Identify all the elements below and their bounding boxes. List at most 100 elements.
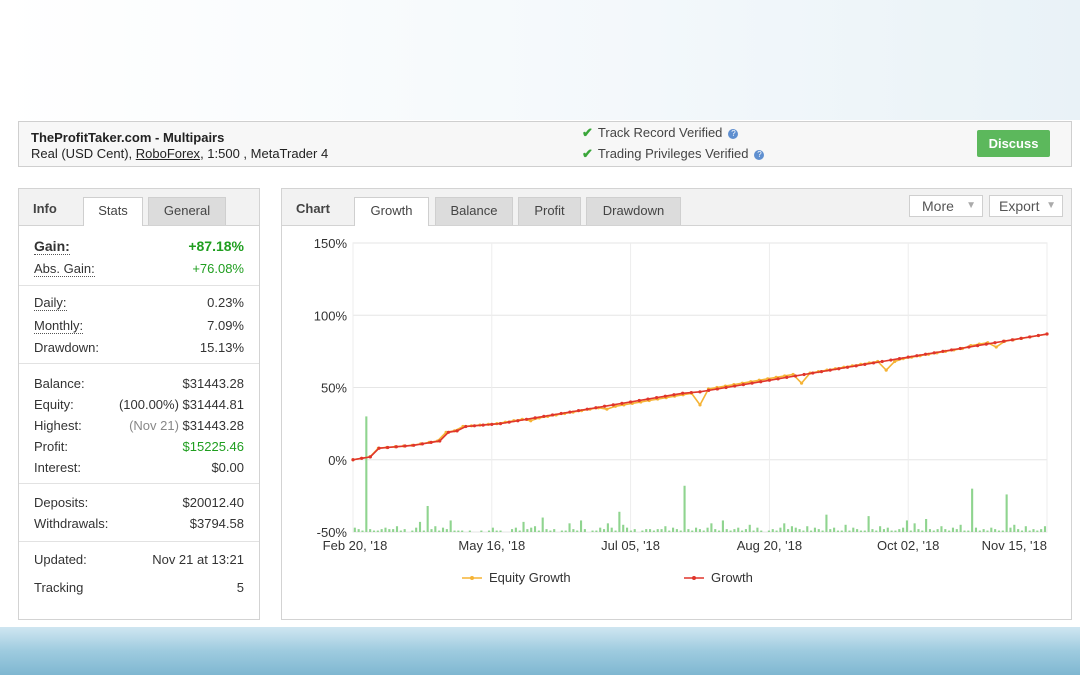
daily-bar [526, 529, 528, 532]
daily-bar [906, 520, 908, 532]
daily-bar [963, 531, 965, 532]
growth-point [881, 360, 884, 363]
growth-point [412, 444, 415, 447]
tab-stats[interactable]: Stats [83, 197, 143, 226]
daily-bar [902, 528, 904, 532]
growth-point [724, 386, 727, 389]
growth-point [750, 382, 753, 385]
daily-bar [994, 529, 996, 532]
highest-date: (Nov 21) [129, 418, 179, 433]
tab-growth[interactable]: Growth [354, 197, 429, 226]
withdrawals-row: Withdrawals: $3794.58 [34, 516, 244, 536]
daily-bar [591, 531, 593, 532]
more-dropdown[interactable]: More ▼ [909, 195, 983, 217]
growth-point [603, 405, 606, 408]
gain-group: Gain: +87.18% Abs. Gain: +76.08% [19, 233, 259, 286]
daily-bar [898, 529, 900, 532]
daily-bar [718, 531, 720, 532]
daily-bar [400, 531, 402, 532]
gain-value: +87.18% [188, 238, 244, 254]
gain-label[interactable]: Gain: [34, 238, 70, 255]
tab-balance[interactable]: Balance [435, 197, 513, 225]
daily-bar [611, 528, 613, 532]
daily-bar [768, 531, 770, 532]
growth-point [967, 345, 970, 348]
daily-bar [860, 531, 862, 532]
growth-point [950, 348, 953, 351]
daily-bar [641, 531, 643, 532]
deposits-label: Deposits: [34, 495, 88, 510]
discuss-button[interactable]: Discuss [977, 130, 1050, 157]
growth-point [820, 370, 823, 373]
balance-row: Balance: $31443.28 [34, 376, 244, 396]
account-details: Real (USD Cent), RoboForex, 1:500 , Meta… [31, 146, 328, 161]
growth-chart[interactable]: 150% 100% 50% 0% -50%Feb 20, '18 May 16, '18 J… [282, 226, 1071, 618]
account-leverage-platform: , 1:500 , MetaTrader 4 [200, 146, 328, 161]
interest-label: Interest: [34, 460, 81, 475]
monthly-label[interactable]: Monthly: [34, 318, 83, 334]
daily-label[interactable]: Daily: [34, 295, 67, 311]
daily-bar [779, 528, 781, 532]
daily-bar [684, 486, 686, 532]
growth-point [993, 341, 996, 344]
drawdown-label: Drawdown: [34, 340, 99, 355]
growth-point [933, 351, 936, 354]
daily-bar [576, 531, 578, 532]
equity-growth-point [605, 408, 608, 411]
account-type: Real (USD Cent), [31, 146, 136, 161]
abs-gain-label[interactable]: Abs. Gain: [34, 261, 95, 277]
daily-bar [887, 528, 889, 532]
abs-gain-row: Abs. Gain: +76.08% [34, 261, 244, 281]
daily-bar [783, 523, 785, 532]
help-icon[interactable]: ? [728, 129, 738, 139]
daily-bar [772, 529, 774, 532]
tab-drawdown[interactable]: Drawdown [586, 197, 681, 225]
daily-bar [791, 526, 793, 532]
broker-link[interactable]: RoboForex [136, 146, 200, 161]
daily-bar [499, 531, 501, 532]
daily-bar [519, 531, 521, 532]
highest-label: Highest: [34, 418, 82, 433]
equity-row: Equity: (100.00%) $31444.81 [34, 397, 244, 417]
growth-point [525, 418, 528, 421]
daily-bar [756, 528, 758, 532]
page-background-top [0, 0, 1080, 120]
deposits-row: Deposits: $20012.40 [34, 495, 244, 515]
x-tick-label: Nov 15, '18 [982, 538, 1047, 553]
growth-point [889, 358, 892, 361]
growth-point [377, 447, 380, 450]
daily-bar [894, 531, 896, 532]
growth-point [560, 412, 563, 415]
profit-row: Profit: $15225.46 [34, 439, 244, 459]
balance-value: $31443.28 [183, 376, 244, 391]
updated-label: Updated: [34, 552, 87, 567]
daily-bar [614, 531, 616, 532]
growth-point [776, 377, 779, 380]
tab-profit[interactable]: Profit [518, 197, 581, 225]
daily-bar [419, 522, 421, 532]
tab-general[interactable]: General [148, 197, 226, 225]
daily-bar [687, 529, 689, 532]
growth-point [872, 361, 875, 364]
growth-point [534, 416, 537, 419]
withdrawals-label: Withdrawals: [34, 516, 108, 531]
daily-bar [369, 529, 371, 532]
daily-row: Daily: 0.23% [34, 295, 244, 315]
daily-bar [522, 522, 524, 532]
daily-bar [488, 531, 490, 532]
help-icon[interactable]: ? [754, 150, 764, 160]
daily-bar [415, 528, 417, 532]
daily-bar [971, 489, 973, 532]
tracking-value: 5 [237, 580, 244, 595]
daily-bar [983, 529, 985, 532]
daily-bar [442, 528, 444, 532]
growth-point [742, 383, 745, 386]
daily-bar [986, 531, 988, 532]
growth-point [473, 424, 476, 427]
daily-bar [841, 531, 843, 532]
export-dropdown[interactable]: Export ▼ [989, 195, 1063, 217]
growth-point [941, 350, 944, 353]
daily-bar [960, 525, 962, 532]
growth-point [438, 439, 441, 442]
profit-label: Profit: [34, 439, 68, 454]
